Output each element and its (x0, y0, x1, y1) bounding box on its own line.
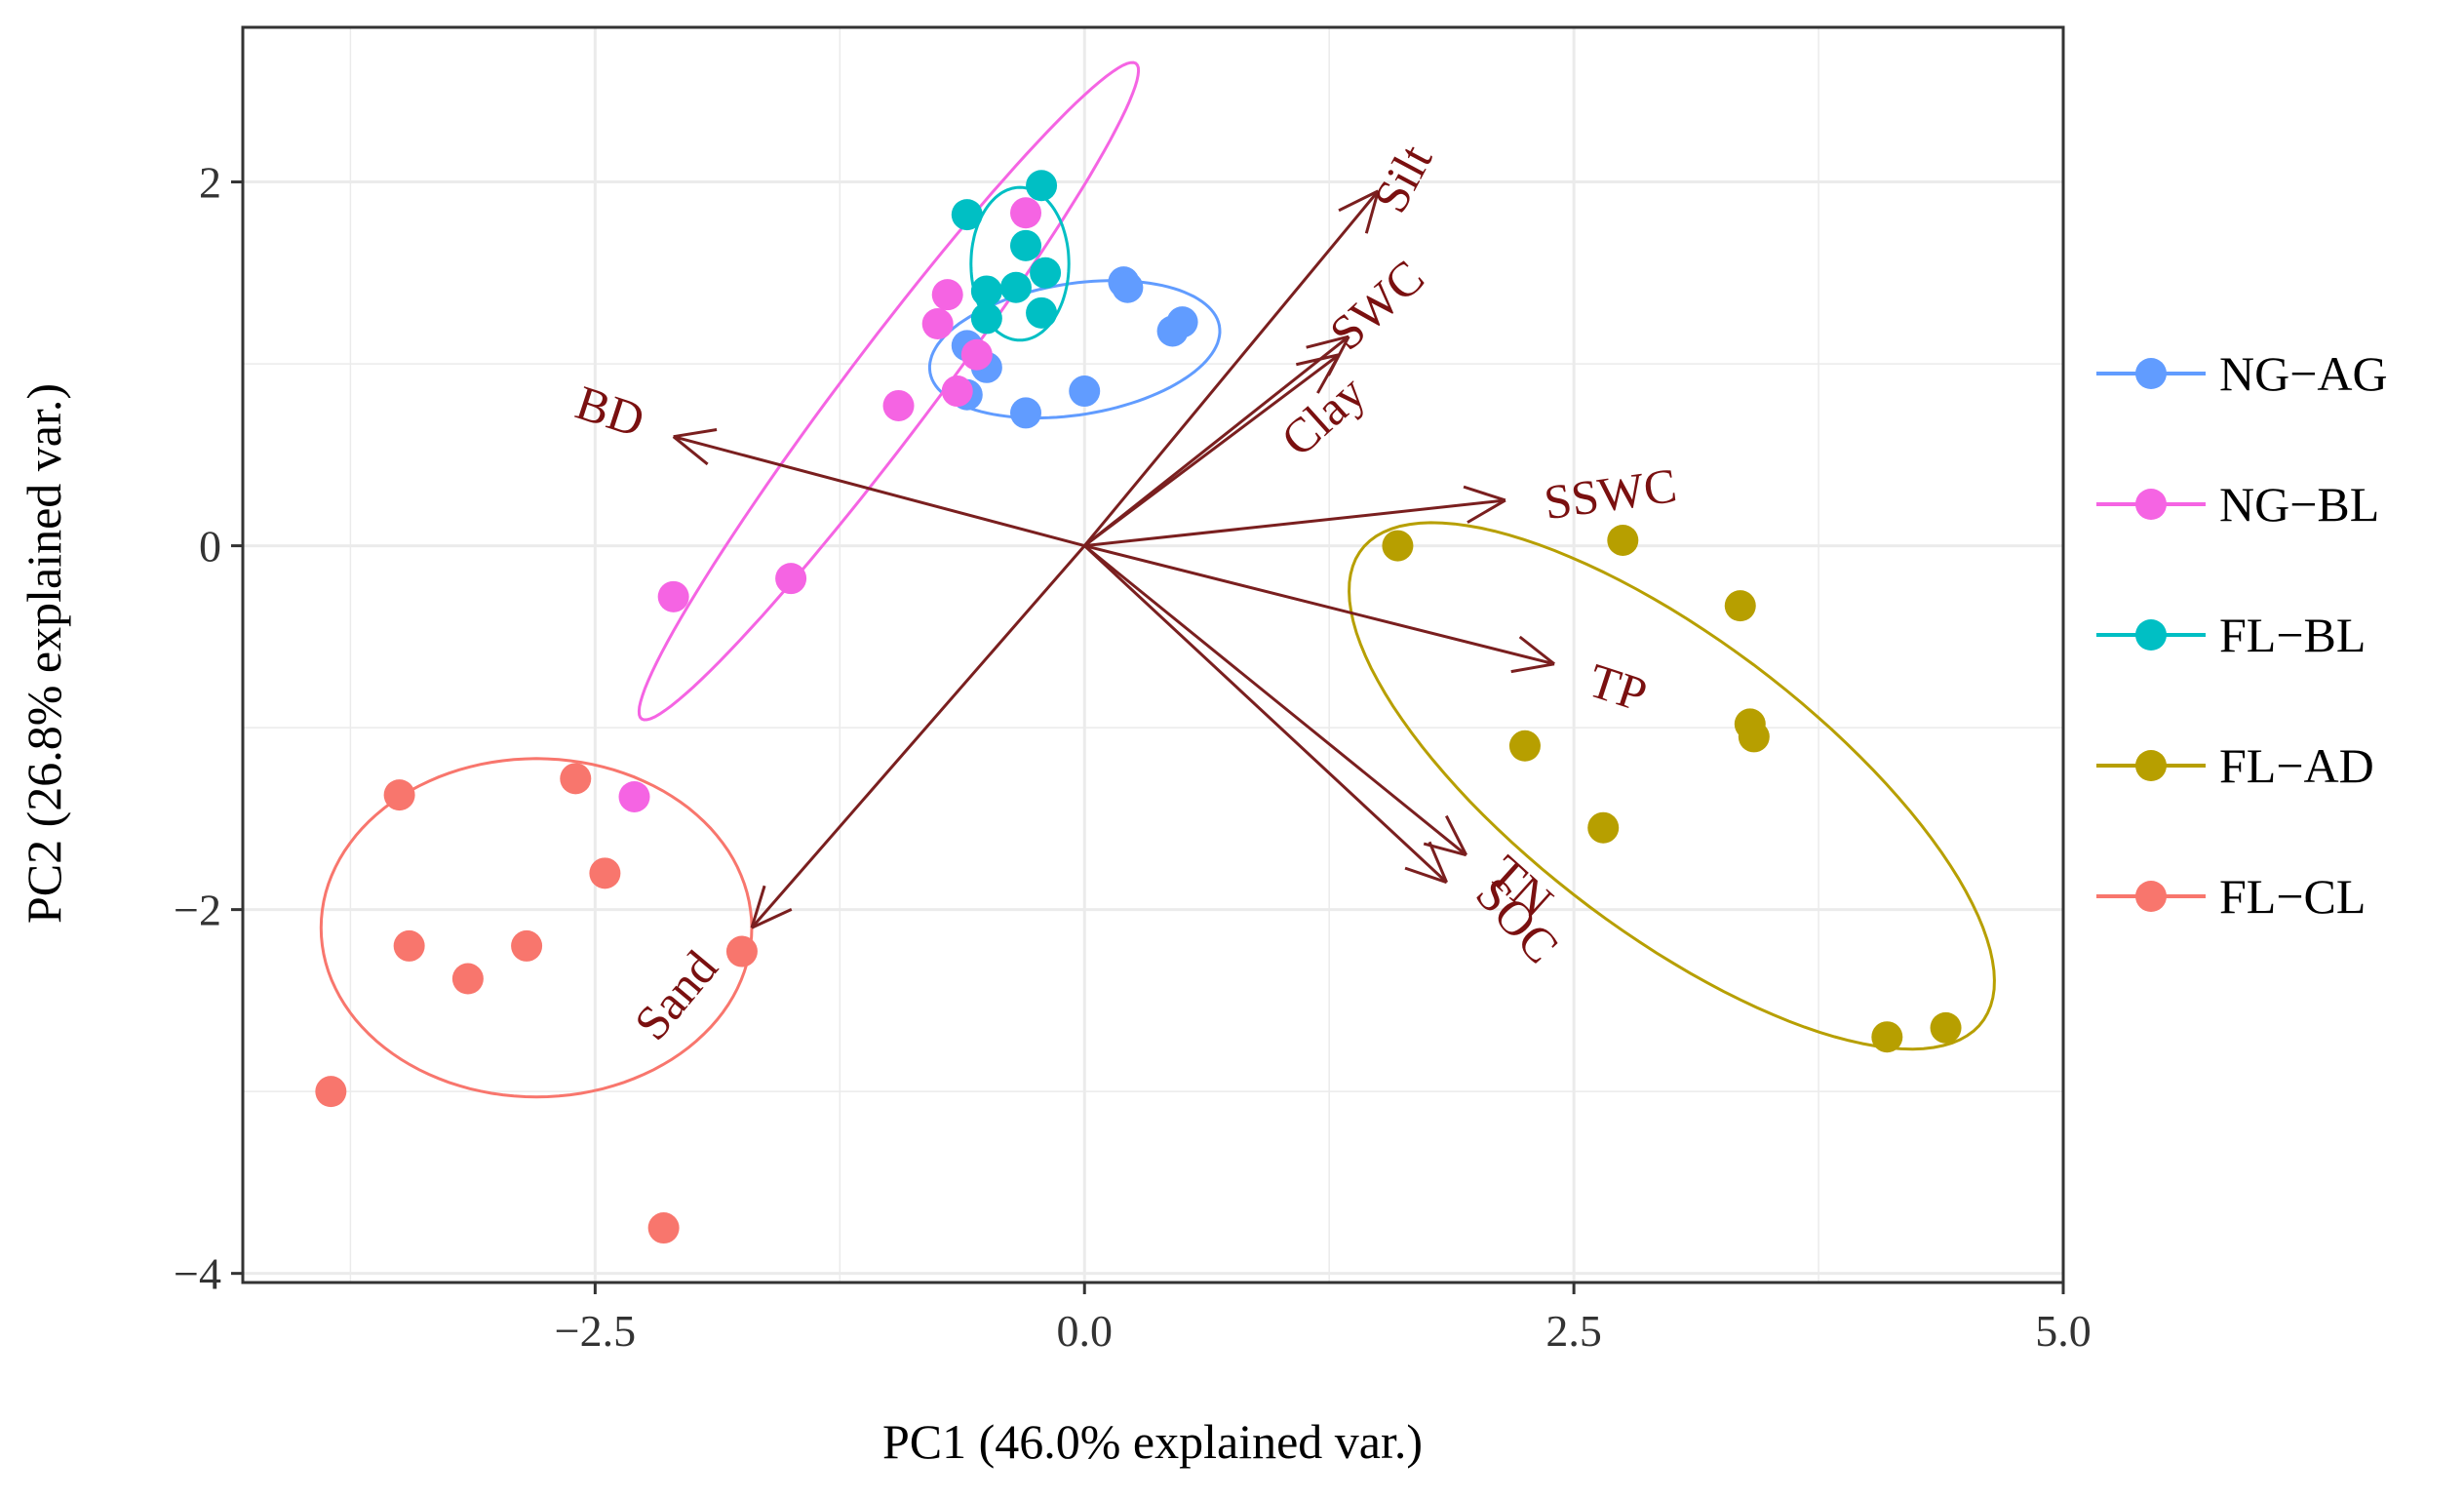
x-axis-ticks: −2.5 0.0 2.5 5.0 (555, 1283, 2092, 1356)
legend-marker (2135, 358, 2167, 389)
loading-arrowhead (1428, 841, 1449, 884)
legend-label: FL−BL (2219, 608, 2366, 662)
legend-label: FL−CL (2219, 869, 2366, 924)
ellipse (637, 60, 1141, 722)
loading-arrow-clay (1083, 353, 1341, 547)
data-point (1871, 1021, 1903, 1053)
data-points (315, 170, 1962, 1244)
data-point (1508, 730, 1541, 762)
data-point (451, 963, 484, 995)
loading-arrowhead (1467, 498, 1506, 524)
data-point (1607, 524, 1639, 556)
loading-arrowhead (1306, 335, 1349, 349)
x-tick-label: 0.0 (1056, 1306, 1113, 1356)
data-point (1026, 170, 1058, 202)
loading-arrowhead (1510, 662, 1555, 674)
group-ellipses (319, 60, 1996, 1099)
loading-arrowhead (1404, 866, 1448, 885)
data-point (1010, 229, 1042, 261)
data-point (1738, 721, 1770, 753)
loading-arrowhead (1518, 635, 1555, 666)
data-point (882, 389, 915, 421)
data-point (1026, 296, 1058, 329)
loading-arrowhead (751, 907, 793, 929)
x-axis-title: PC1 (46.0% explained var.) (882, 1414, 1423, 1469)
loading-arrowhead (673, 428, 718, 439)
data-point (1069, 375, 1101, 408)
legend-marker (2135, 489, 2167, 520)
loading-arrow-sand (750, 544, 1086, 929)
y-tick-label: −4 (174, 1249, 221, 1299)
loading-arrow-silt (1083, 189, 1380, 547)
loading-arrow-tn (1083, 544, 1467, 856)
legend-label: NG−AG (2219, 346, 2388, 401)
data-point (725, 935, 758, 967)
loading-arrowhead (750, 885, 766, 928)
panel-background (243, 27, 2063, 1283)
data-point (921, 308, 954, 340)
data-point (931, 279, 963, 311)
data-point (999, 271, 1032, 303)
y-axis-ticks: −4 −2 0 2 (174, 158, 243, 1299)
data-point (1030, 257, 1062, 289)
loading-arrow-sswc (1084, 498, 1506, 548)
data-point (1382, 530, 1414, 562)
data-point (560, 763, 592, 795)
data-point (970, 275, 1002, 307)
loading-arrow-tp (1083, 544, 1555, 666)
x-tick-label: 2.5 (1545, 1306, 1602, 1356)
ellipse (1348, 521, 1996, 1051)
loading-arrow-bd (673, 435, 1085, 548)
data-point (315, 1076, 347, 1108)
data-point (393, 929, 425, 962)
data-point (1112, 271, 1144, 303)
ellipse (319, 757, 754, 1099)
x-tick-label: 5.0 (2035, 1306, 2092, 1356)
legend: NG−AG NG−BL FL−BL FL−AD FL−CL (2096, 346, 2388, 924)
y-tick-label: 2 (199, 158, 221, 208)
data-point (618, 780, 650, 812)
data-point (1010, 397, 1042, 429)
loading-arrowhead (1364, 190, 1380, 234)
data-point (775, 563, 807, 595)
data-point (970, 302, 1002, 335)
legend-label: FL−AD (2219, 738, 2374, 793)
loading-arrowhead (1296, 353, 1340, 367)
loading-arrowhead (1316, 354, 1341, 394)
y-axis-title: PC2 (26.8% explained var.) (17, 383, 71, 924)
legend-marker (2135, 619, 2167, 651)
data-point (1010, 197, 1042, 229)
data-point (1724, 590, 1756, 622)
legend-marker (2135, 881, 2167, 912)
data-point (511, 929, 543, 962)
data-point (589, 857, 621, 889)
y-tick-label: −2 (174, 886, 221, 935)
data-point (657, 580, 689, 612)
loading-arrowhead (672, 435, 709, 466)
loading-arrowhead (1444, 814, 1468, 856)
data-point (383, 779, 415, 811)
x-tick-label: −2.5 (555, 1306, 636, 1356)
loading-arrow-soc (1083, 544, 1448, 884)
y-tick-label: 0 (199, 522, 221, 572)
legend-label: NG−BL (2219, 477, 2379, 532)
data-point (647, 1212, 680, 1244)
data-point (960, 338, 993, 371)
data-point (941, 375, 973, 408)
data-point (1930, 1011, 1962, 1044)
grid (243, 27, 2065, 1283)
panel-border (241, 25, 2065, 1284)
loading-arrowhead (1463, 485, 1506, 502)
data-point (1587, 811, 1620, 844)
data-point (951, 199, 983, 231)
legend-marker (2135, 750, 2167, 781)
data-point (1166, 306, 1198, 338)
loading-arrowhead (1338, 189, 1380, 213)
